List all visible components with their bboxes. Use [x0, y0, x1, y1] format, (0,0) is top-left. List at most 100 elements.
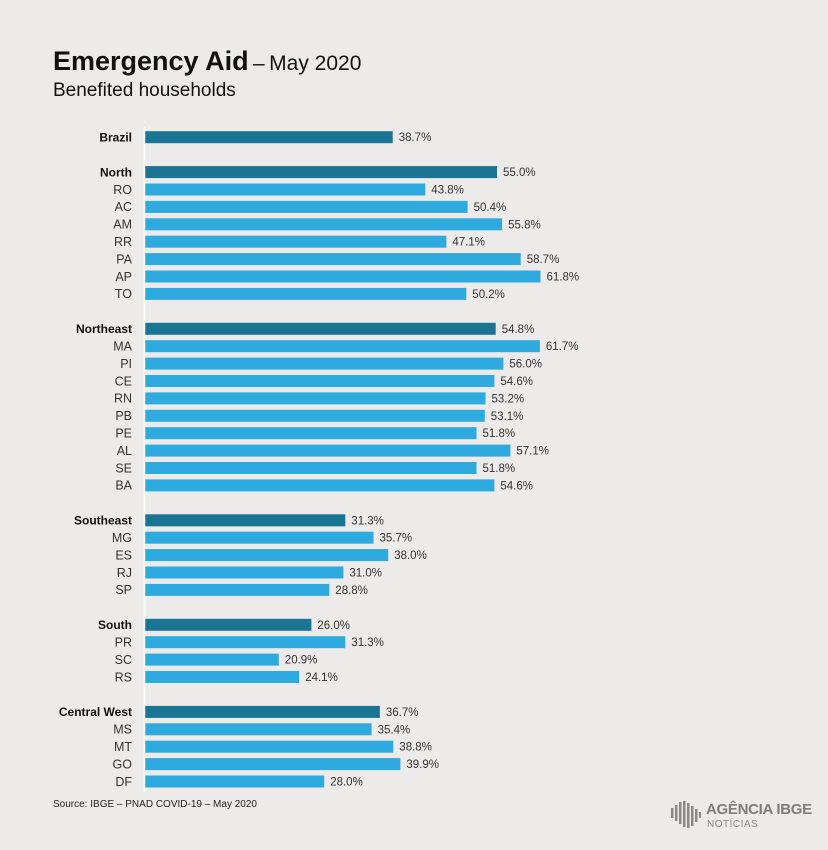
- state-value-rs: 24.1%: [305, 672, 338, 684]
- state-bar-ap: [145, 270, 541, 283]
- state-value-am: 55.8%: [508, 219, 541, 231]
- state-bar-df: [145, 775, 325, 788]
- region-label-brazil: Brazil: [99, 131, 132, 145]
- state-value-ro: 43.8%: [431, 185, 464, 197]
- state-label-rn: RN: [114, 392, 132, 406]
- state-value-ce: 54.6%: [500, 376, 533, 388]
- region-value-south: 26.0%: [317, 620, 350, 632]
- state-value-to: 50.2%: [472, 289, 505, 301]
- state-bar-rn: [145, 392, 486, 405]
- state-label-df: DF: [115, 775, 132, 789]
- title-separator: –: [253, 52, 265, 75]
- state-bar-go: [145, 758, 401, 771]
- region-bar-central-west: [145, 705, 380, 718]
- state-label-ce: CE: [115, 374, 132, 388]
- state-label-pa: PA: [116, 252, 132, 266]
- state-label-mg: MG: [112, 531, 132, 545]
- state-label-se: SE: [115, 461, 132, 475]
- state-value-pr: 31.3%: [351, 637, 384, 649]
- state-value-rj: 31.0%: [349, 568, 382, 580]
- chart-subtitle: Benefited households: [53, 80, 236, 101]
- state-value-sc: 20.9%: [285, 655, 318, 667]
- state-bar-sp: [145, 583, 330, 596]
- region-label-central-west: Central West: [59, 705, 132, 719]
- state-label-sc: SC: [115, 653, 132, 667]
- state-bar-ba: [145, 479, 495, 492]
- logo-text-noticias: NOTÍCIAS: [707, 819, 759, 830]
- state-label-ms: MS: [113, 723, 132, 737]
- state-label-al: AL: [117, 444, 132, 458]
- state-label-rr: RR: [114, 235, 132, 249]
- state-label-to: TO: [115, 287, 132, 301]
- region-value-north: 55.0%: [503, 167, 536, 179]
- chart-title: Emergency Aid – May 2020: [53, 46, 361, 77]
- state-label-ba: BA: [115, 479, 132, 493]
- state-label-pe: PE: [115, 427, 132, 441]
- region-bar-southeast: [145, 514, 346, 527]
- state-bar-pi: [145, 357, 504, 370]
- title-date: May 2020: [269, 52, 362, 75]
- logo-text-agencia: AGÊNCIA IBGE: [706, 801, 812, 818]
- state-value-go: 39.9%: [406, 759, 439, 771]
- state-value-pi: 56.0%: [509, 359, 542, 371]
- state-label-pi: PI: [120, 357, 132, 371]
- state-value-ap: 61.8%: [547, 272, 580, 284]
- state-value-mt: 38.8%: [399, 742, 432, 754]
- state-bar-mt: [145, 740, 394, 753]
- state-label-ac: AC: [115, 200, 132, 214]
- state-value-pe: 51.8%: [483, 428, 516, 440]
- state-bar-ma: [145, 340, 540, 353]
- state-label-rs: RS: [115, 670, 132, 684]
- state-label-mt: MT: [114, 740, 132, 754]
- region-bar-northeast: [145, 322, 496, 335]
- state-value-pa: 58.7%: [527, 254, 560, 266]
- state-bar-pb: [145, 409, 485, 422]
- state-bar-pa: [145, 253, 521, 266]
- state-bar-sc: [145, 653, 279, 666]
- state-bar-ac: [145, 200, 468, 213]
- region-label-south: South: [98, 618, 132, 632]
- state-value-es: 38.0%: [394, 550, 427, 562]
- region-label-southeast: Southeast: [74, 514, 132, 528]
- state-value-sp: 28.8%: [335, 585, 368, 597]
- state-label-pr: PR: [115, 636, 132, 650]
- state-bar-ro: [145, 183, 426, 196]
- state-label-ap: AP: [115, 270, 132, 284]
- state-bar-rj: [145, 566, 344, 579]
- title-main: Emergency Aid: [53, 46, 249, 76]
- state-value-mg: 35.7%: [380, 533, 413, 545]
- state-bar-es: [145, 549, 389, 562]
- state-value-rr: 47.1%: [452, 237, 485, 249]
- source-note: Source: IBGE – PNAD COVID-19 – May 2020: [53, 799, 257, 810]
- state-value-ac: 50.4%: [474, 202, 507, 214]
- region-bar-south: [145, 618, 312, 631]
- state-value-df: 28.0%: [330, 777, 363, 789]
- state-value-se: 51.8%: [483, 463, 516, 475]
- state-label-rj: RJ: [117, 566, 132, 580]
- ibge-logo: AGÊNCIA IBGE NOTÍCIAS: [670, 798, 812, 832]
- state-bar-to: [145, 287, 467, 300]
- state-bar-ce: [145, 375, 495, 387]
- region-value-brazil: 38.7%: [399, 132, 432, 144]
- region-value-southeast: 31.3%: [351, 515, 384, 527]
- state-label-sp: SP: [115, 583, 132, 597]
- state-bar-mg: [145, 531, 374, 544]
- state-value-al: 57.1%: [516, 446, 549, 458]
- region-bar-brazil: [145, 131, 393, 144]
- state-bar-rr: [145, 235, 447, 248]
- state-bar-pe: [145, 427, 477, 440]
- region-value-central-west: 36.7%: [386, 707, 419, 719]
- state-label-es: ES: [115, 548, 132, 562]
- state-bar-am: [145, 218, 503, 231]
- state-value-ba: 54.6%: [500, 480, 533, 492]
- state-bar-rs: [145, 671, 300, 683]
- state-label-am: AM: [113, 218, 132, 232]
- region-label-north: North: [100, 165, 132, 179]
- state-bar-ms: [145, 723, 372, 736]
- state-label-pb: PB: [115, 409, 132, 423]
- state-label-ro: RO: [113, 183, 132, 197]
- state-bar-pr: [145, 636, 346, 649]
- state-label-ma: MA: [113, 340, 132, 354]
- region-label-northeast: Northeast: [76, 322, 132, 336]
